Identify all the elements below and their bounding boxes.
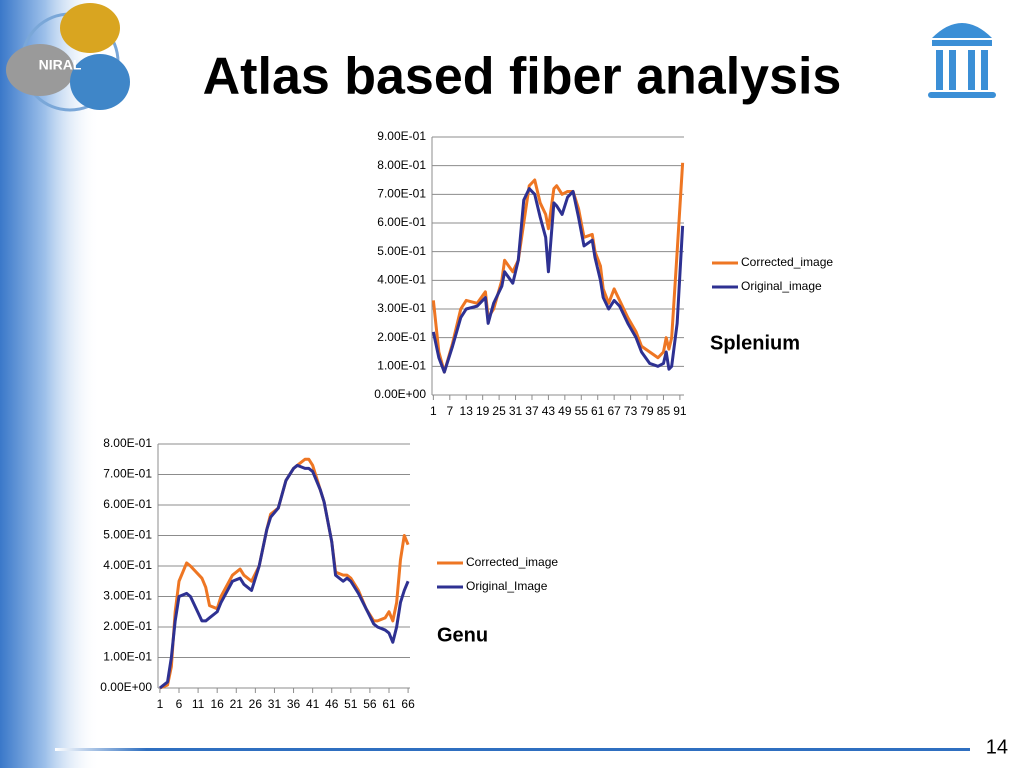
x-tick-label: 41 [306, 697, 320, 711]
x-tick-label: 49 [558, 404, 572, 418]
y-tick-label: 7.00E-01 [103, 467, 152, 481]
x-tick-label: 31 [268, 697, 282, 711]
y-tick-label: 8.00E-01 [103, 436, 152, 450]
logo-brain [60, 3, 120, 53]
x-tick-label: 67 [607, 404, 621, 418]
y-tick-label: 9.00E-01 [377, 129, 426, 143]
legend-label: Original_Image [466, 579, 548, 593]
y-tick-label: 0.00E+00 [100, 680, 152, 694]
legend-label: Original_image [741, 279, 822, 293]
y-tick-label: 2.00E-01 [377, 330, 426, 344]
y-tick-label: 1.00E-01 [103, 650, 152, 664]
logo-column [981, 50, 988, 90]
data-line [158, 463, 410, 690]
page-number: 14 [986, 736, 1008, 758]
y-tick-label: 4.00E-01 [377, 273, 426, 287]
x-tick-label: 25 [492, 404, 506, 418]
x-tick-label: 16 [211, 697, 225, 711]
x-tick-label: 31 [509, 404, 523, 418]
legend-label: Corrected_image [741, 255, 833, 269]
x-tick-label: 11 [192, 697, 205, 711]
logo-base [928, 92, 996, 98]
x-tick-label: 46 [325, 697, 339, 711]
x-tick-label: 21 [230, 697, 244, 711]
logo-column [936, 50, 943, 90]
legend-label: Corrected_image [466, 555, 558, 569]
logo-dome [932, 23, 992, 38]
x-tick-label: 1 [430, 404, 437, 418]
y-tick-label: 7.00E-01 [377, 187, 426, 201]
x-tick-label: 91 [673, 404, 687, 418]
y-tick-label: 1.00E-01 [377, 359, 426, 373]
logo-text: NIRAL [39, 57, 82, 73]
y-tick-label: 3.00E-01 [377, 301, 426, 315]
y-tick-label: 6.00E-01 [103, 497, 152, 511]
data-line [159, 457, 410, 690]
footer-rule [55, 748, 970, 751]
x-tick-label: 1 [157, 697, 164, 711]
y-tick-label: 0.00E+00 [374, 387, 426, 401]
logo-brain [70, 54, 130, 110]
unc-logo [928, 23, 996, 98]
x-tick-label: 13 [460, 404, 474, 418]
chart-annotation: Splenium [710, 332, 800, 354]
side-band [0, 0, 100, 768]
logo-column [968, 50, 975, 90]
x-tick-label: 43 [542, 404, 556, 418]
y-tick-label: 6.00E-01 [377, 215, 426, 229]
y-tick-label: 3.00E-01 [103, 589, 152, 603]
data-line [431, 187, 685, 374]
x-tick-label: 19 [476, 404, 490, 418]
y-tick-label: 4.00E-01 [103, 558, 152, 572]
x-tick-label: 85 [657, 404, 671, 418]
x-tick-label: 79 [640, 404, 654, 418]
x-tick-label: 55 [575, 404, 589, 418]
x-tick-label: 7 [446, 404, 453, 418]
y-tick-label: 5.00E-01 [103, 528, 152, 542]
slide-title: Atlas based fiber analysis [203, 48, 842, 106]
x-tick-label: 37 [525, 404, 539, 418]
x-tick-label: 36 [287, 697, 301, 711]
x-tick-label: 73 [624, 404, 638, 418]
logo-beam [932, 40, 992, 46]
x-tick-label: 61 [591, 404, 605, 418]
x-tick-label: 61 [382, 697, 396, 711]
x-tick-label: 6 [176, 697, 183, 711]
x-tick-label: 26 [249, 697, 263, 711]
niral-logo: NIRAL [6, 3, 130, 112]
x-tick-label: 66 [401, 697, 415, 711]
x-tick-label: 51 [344, 697, 358, 711]
chart-annotation: Genu [437, 624, 488, 646]
y-tick-label: 8.00E-01 [377, 158, 426, 172]
logo-column [949, 50, 956, 90]
y-tick-label: 2.00E-01 [103, 619, 152, 633]
x-tick-label: 56 [363, 697, 377, 711]
logo-brain [6, 44, 74, 96]
y-tick-label: 5.00E-01 [377, 244, 426, 258]
